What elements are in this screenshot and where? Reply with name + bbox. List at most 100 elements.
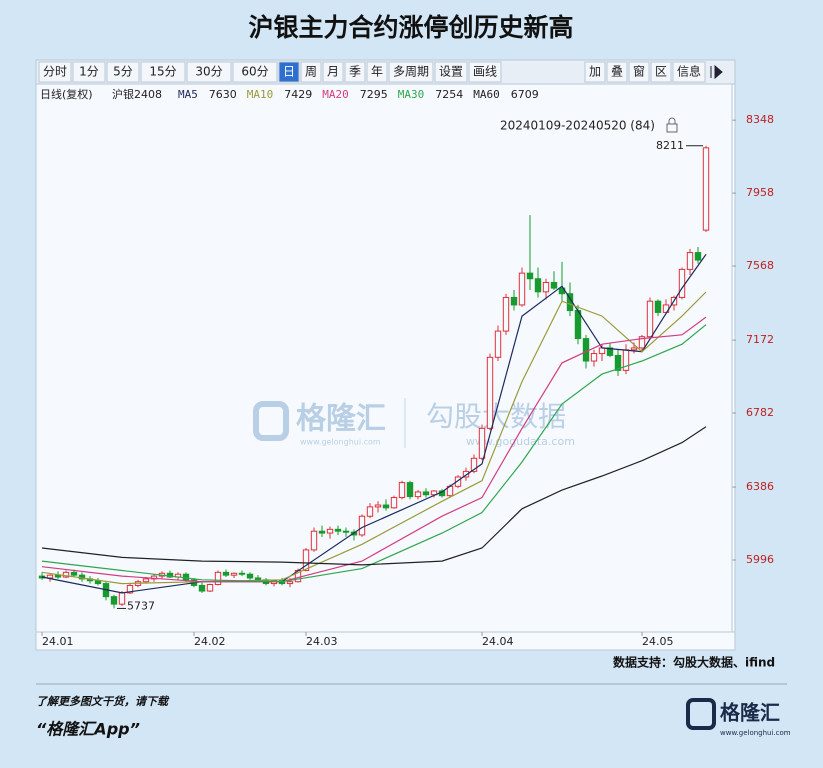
toolbar-buttons: 分时 1分 5分 15分 30分 60分 日周月季年多周期 设置 画线 加叠窗区信息 [38,61,723,83]
toolbar-button[interactable]: 15分 [140,61,186,83]
legend-name: MA60 [473,88,500,101]
button-label: 叠 [611,65,623,79]
candle-body [326,528,334,534]
candle-body [382,504,390,509]
toolbar-button[interactable]: 信息 [672,61,706,83]
watermark-icon [253,401,289,441]
toolbar-button[interactable]: 分时 [38,61,72,83]
button-label: 季 [349,65,361,79]
button-label: 日 [283,65,295,79]
button-label: 1分 [79,65,99,79]
candle-body [694,252,702,261]
range-label: 20240109-20240520 (84) [500,119,655,133]
toolbar-button[interactable]: 多周期 [388,61,434,83]
candle-body [478,427,486,459]
x-tick-label: 24.01 [42,635,74,648]
logo-text: 格隆汇 [720,701,780,725]
candle-body [510,296,518,306]
candle-body [606,347,614,356]
candle-body [422,491,430,496]
candle-body [166,572,174,578]
toolbar-button[interactable]: 叠 [606,61,628,83]
annotation: 8211 [656,139,684,152]
toolbar-button[interactable]: 周 [300,61,322,83]
candle-body [614,354,622,371]
toolbar-button[interactable]: 日 [278,61,300,83]
panel [35,59,736,651]
button-bg [322,61,344,83]
x-tick-label: 24.04 [482,635,514,648]
ma-line [41,324,707,583]
candle-body [582,338,590,362]
button-bg [72,61,106,83]
toolbar-button[interactable]: 季 [344,61,366,83]
source: 数据支持：勾股大数据、ifind [613,655,775,670]
candle-body [182,573,190,581]
toolbar-button[interactable]: 区 [650,61,672,83]
toolbar-button[interactable]: 60分 [232,61,278,83]
candle-body [246,573,254,579]
candle-body [318,530,326,534]
candle-body [486,356,494,429]
button-label: 区 [655,65,667,79]
button-bg [232,61,278,83]
toolbar-button[interactable]: 加 [584,61,606,83]
annotation: 5737 [127,599,155,612]
x-tick-label: 24.03 [306,635,338,648]
toolbar-button[interactable]: 30分 [186,61,232,83]
toolbar-button[interactable]: 设置 [434,61,468,83]
candle-body [206,584,214,592]
candle-body [126,584,134,594]
legend-value: 6709 [511,88,539,101]
y-tick-label: 7568 [746,259,774,272]
candle-body [198,584,206,592]
legend-name: MA20 [322,88,349,101]
button-label: 信息 [677,64,701,79]
candle-body [334,528,342,532]
button-bg [140,61,186,83]
legend-value: 7254 [435,88,463,101]
y-tick-label: 7958 [746,186,774,199]
button-label: 窗 [633,65,645,79]
button-label: 60分 [241,65,268,79]
candle-body [518,272,526,306]
candle-body [70,571,78,576]
button-label: 月 [327,65,339,79]
candle-body [374,504,382,508]
toolbar-button[interactable]: 5分 [106,61,140,83]
candle-body [230,572,238,576]
candle-body [286,581,294,585]
button-label: 15分 [149,65,176,79]
candle-body [470,457,478,472]
toolbar-button[interactable]: 窗 [628,61,650,83]
candle-body [526,272,534,280]
toolbar-button[interactable]: 画线 [468,61,502,83]
button-bg [468,61,502,83]
button-bg [106,61,140,83]
watermark: 勾股大数据 [426,400,566,433]
toolbar-button[interactable]: 年 [366,61,388,83]
arrow-icon [710,64,723,80]
candle-body [630,347,638,351]
button-bg [300,61,322,83]
button-bg [344,61,366,83]
y-tick-label: 5996 [746,553,774,566]
candle-body [702,147,710,231]
candle-body [238,572,246,575]
y-tick-label: 8348 [746,113,774,126]
toolbar-button[interactable]: 1分 [72,61,106,83]
candle-body [118,592,126,605]
lock-icon [666,123,678,133]
watermark: 格隆汇 [296,402,386,437]
legend-name: MA5 [178,88,198,101]
candle-body [94,580,102,585]
candle-body [502,296,510,332]
legend-text: 沪银2408 [112,87,162,101]
button-bg [434,61,468,83]
x-tick-label: 24.05 [642,635,674,648]
watermark: www.gelonghui.com [300,438,381,447]
toolbar-button[interactable]: 月 [322,61,344,83]
candle-body [46,574,54,579]
